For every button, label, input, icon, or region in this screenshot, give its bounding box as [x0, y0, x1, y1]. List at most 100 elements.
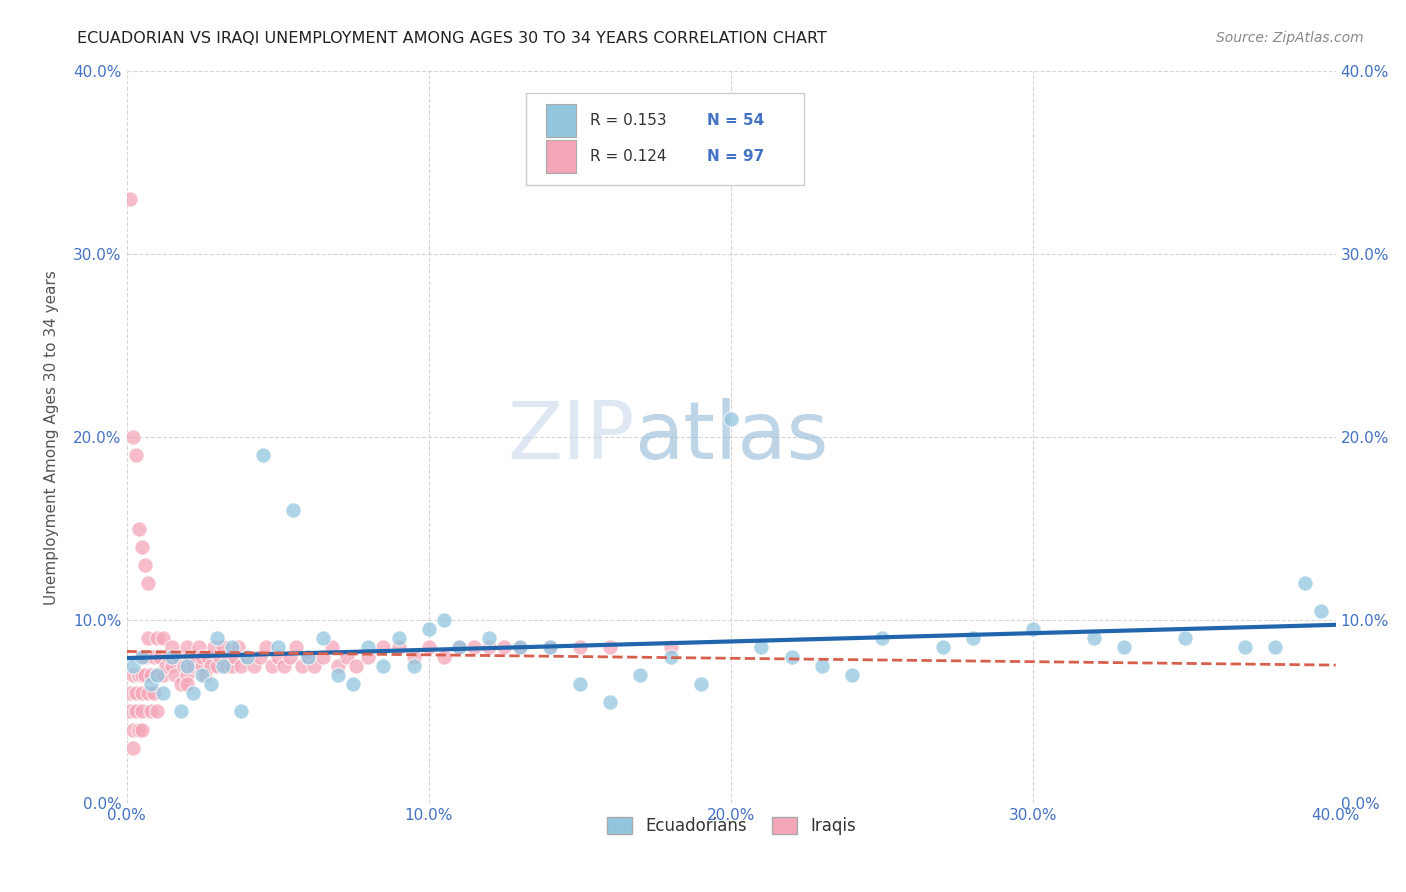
Point — [344, 658, 367, 673]
Point — [179, 649, 201, 664]
Bar — [546, 103, 576, 136]
Point — [312, 649, 335, 664]
Point — [131, 667, 153, 681]
Point — [124, 705, 146, 719]
Point — [810, 658, 832, 673]
Point — [932, 640, 955, 655]
Point — [181, 686, 204, 700]
Point — [221, 640, 243, 655]
Point — [191, 649, 214, 664]
Point — [124, 686, 146, 700]
Point — [131, 540, 153, 554]
Point — [146, 705, 169, 719]
Text: atlas: atlas — [634, 398, 828, 476]
Point — [121, 667, 143, 681]
Point — [1234, 640, 1257, 655]
Point — [134, 649, 156, 664]
Point — [302, 658, 325, 673]
Point — [1173, 632, 1195, 646]
Point — [184, 649, 207, 664]
Point — [218, 649, 240, 664]
Point — [326, 658, 350, 673]
Point — [200, 658, 222, 673]
Point — [689, 677, 711, 691]
Point — [402, 658, 425, 673]
Point — [342, 677, 364, 691]
Point — [433, 613, 456, 627]
Point — [463, 640, 485, 655]
Point — [659, 640, 682, 655]
Point — [373, 640, 395, 655]
Point — [139, 705, 162, 719]
Point — [326, 667, 350, 681]
Point — [128, 723, 150, 737]
Point — [131, 686, 153, 700]
Point — [131, 649, 153, 664]
Point — [538, 640, 561, 655]
Point — [149, 649, 172, 664]
Point — [191, 658, 214, 673]
Point — [176, 640, 198, 655]
Point — [357, 640, 380, 655]
Point — [231, 705, 253, 719]
Text: ECUADORIAN VS IRAQI UNEMPLOYMENT AMONG AGES 30 TO 34 YEARS CORRELATION CHART: ECUADORIAN VS IRAQI UNEMPLOYMENT AMONG A… — [77, 31, 827, 46]
Point — [139, 667, 162, 681]
Point — [212, 640, 235, 655]
Text: R = 0.153: R = 0.153 — [589, 113, 666, 128]
Point — [205, 658, 228, 673]
Point — [131, 705, 153, 719]
Point — [841, 667, 863, 681]
FancyBboxPatch shape — [526, 94, 804, 185]
Point — [224, 649, 246, 664]
Point — [155, 658, 177, 673]
Point — [160, 658, 183, 673]
Point — [181, 658, 204, 673]
Point — [146, 667, 169, 681]
Point — [509, 640, 531, 655]
Point — [212, 658, 235, 673]
Point — [357, 649, 380, 664]
Point — [447, 640, 470, 655]
Point — [599, 695, 621, 709]
Point — [297, 649, 319, 664]
Point — [1022, 622, 1045, 636]
Bar — [546, 140, 576, 173]
Point — [1083, 632, 1105, 646]
Point — [136, 576, 159, 591]
Point — [131, 723, 153, 737]
Point — [267, 640, 290, 655]
Point — [202, 640, 225, 655]
Point — [152, 667, 174, 681]
Point — [205, 632, 228, 646]
Point — [188, 640, 211, 655]
Point — [128, 667, 150, 681]
Point — [142, 686, 165, 700]
Point — [478, 640, 501, 655]
Point — [152, 686, 174, 700]
Point — [336, 649, 359, 664]
Point — [197, 649, 219, 664]
Point — [142, 649, 165, 664]
Point — [630, 667, 652, 681]
Point — [231, 658, 253, 673]
Point — [509, 640, 531, 655]
Point — [1114, 640, 1136, 655]
Point — [167, 649, 190, 664]
Point — [252, 448, 274, 462]
Point — [418, 640, 440, 655]
Point — [872, 632, 894, 646]
Point — [1264, 640, 1286, 655]
Point — [402, 649, 425, 664]
Point — [278, 649, 301, 664]
Point — [297, 649, 319, 664]
Point — [228, 640, 250, 655]
Point — [260, 658, 283, 673]
Y-axis label: Unemployment Among Ages 30 to 34 years: Unemployment Among Ages 30 to 34 years — [45, 269, 59, 605]
Point — [136, 632, 159, 646]
Point — [191, 667, 214, 681]
Point — [194, 667, 217, 681]
Point — [121, 658, 143, 673]
Point — [160, 640, 183, 655]
Point — [780, 649, 803, 664]
Point — [273, 658, 295, 673]
